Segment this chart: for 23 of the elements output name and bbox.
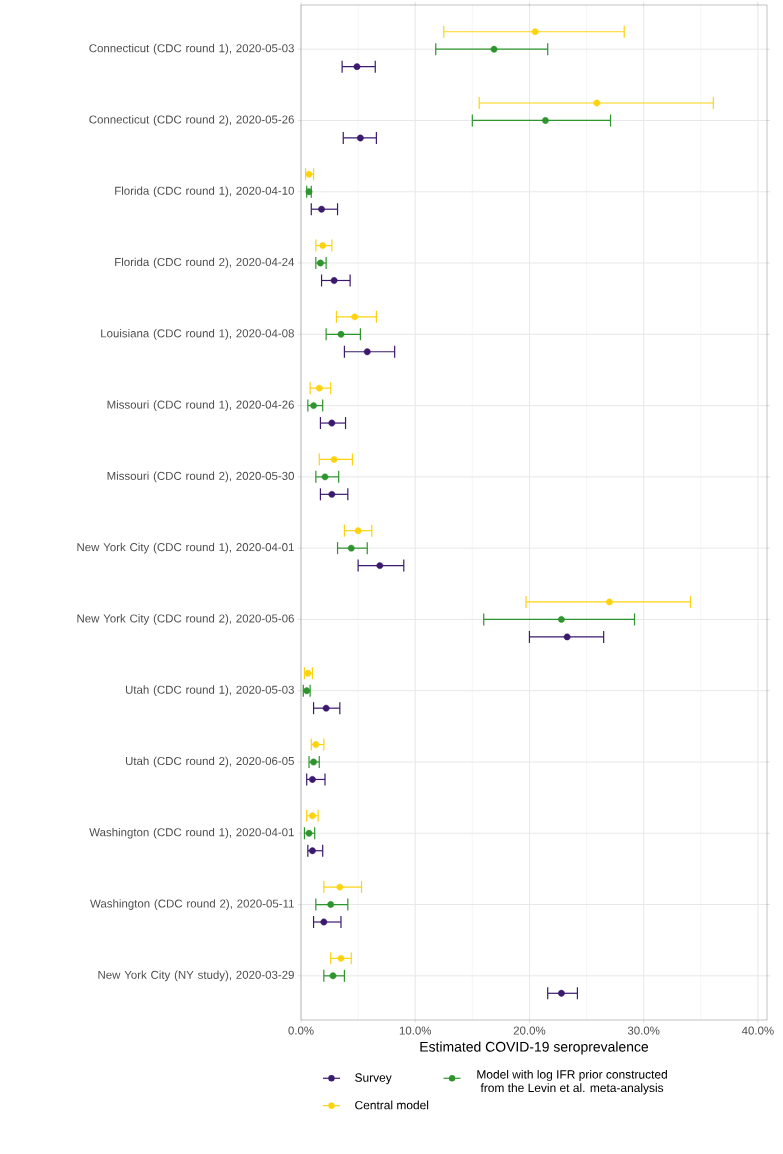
y-tick-label: Missouri (CDC round 1), 2020-04-26 [107, 400, 294, 411]
x-tick-label: 10.0% [399, 1026, 432, 1035]
y-tick-label: Washington (CDC round 1), 2020-04-01 [89, 827, 294, 839]
x-tick-label: 20.0% [513, 1026, 546, 1035]
y-tick-label: Connecticut (CDC round 2), 2020-05-26 [89, 115, 294, 126]
legend-label: Central model [355, 1100, 429, 1110]
y-tick-label: New York City (CDC round 1), 2020-04-01 [77, 542, 294, 554]
y-tick-label: Connecticut (CDC round 1), 2020-05-03 [89, 43, 294, 55]
x-axis-title: Estimated COVID-19 seroprevalence [420, 1041, 649, 1055]
y-tick-label: Washington (CDC round 2), 2020-05-11 [90, 899, 294, 910]
y-tick-label: Florida (CDC round 1), 2020-04-10 [115, 186, 294, 198]
y-tick-label: Utah (CDC round 1), 2020-05-03 [125, 685, 294, 697]
y-tick-label: New York City (NY study), 2020-03-29 [98, 970, 294, 982]
x-tick-label: 0.0% [288, 1026, 314, 1035]
y-tick-label: New York City (CDC round 2), 2020-05-06 [77, 614, 294, 625]
y-tick-label: Florida (CDC round 2), 2020-04-24 [115, 257, 295, 269]
y-tick-label: Utah (CDC round 2), 2020-06-05 [125, 756, 294, 768]
x-tick-label: 30.0% [627, 1026, 660, 1035]
legend-label: Survey [355, 1073, 392, 1085]
x-tick-label: 40.0% [741, 1026, 774, 1035]
y-tick-label: Louisiana (CDC round 1), 2020-04-08 [101, 328, 294, 340]
legend-label: Model with log IFR prior constructed from the Levin et al. meta-analysis [477, 1069, 667, 1095]
y-tick-label: Missouri (CDC round 2), 2020-05-30 [107, 471, 294, 483]
